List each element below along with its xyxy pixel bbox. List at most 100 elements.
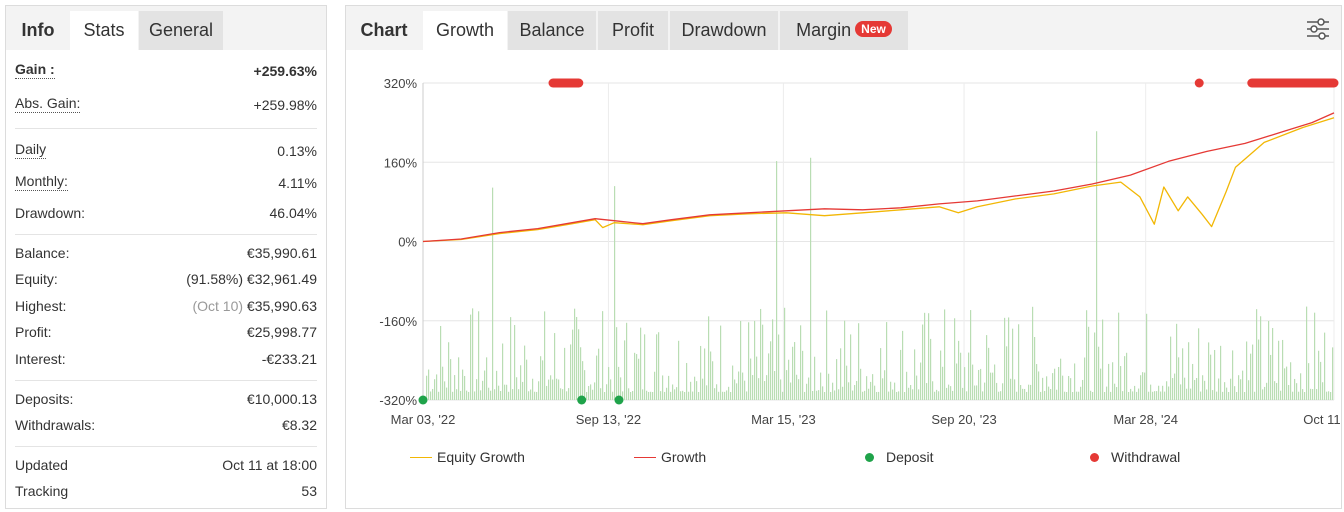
volume-bar [1002,383,1004,400]
volume-bar [1204,380,1206,400]
stat-withdrawals: Withdrawals: €8.32 [15,414,317,436]
volume-bar [1164,391,1166,400]
volume-bar [738,371,740,400]
volume-bar [628,388,630,400]
volume-bar [1260,316,1262,400]
legend-withdrawal[interactable]: Withdrawal [1090,447,1210,467]
volume-bar [760,308,762,400]
tab-general[interactable]: General [139,11,223,50]
volume-bar [1290,362,1292,400]
volume-bar [692,391,694,400]
volume-bar [1216,391,1218,400]
volume-bar [598,348,600,400]
volume-bar [1110,391,1112,400]
volume-bar [1194,380,1196,400]
tab-info[interactable]: Info [21,20,55,40]
volume-bar [770,341,772,400]
volume-bar [1152,391,1154,400]
volume-bar [686,362,688,400]
volume-bar [652,391,654,400]
stat-label[interactable]: Daily [15,141,47,159]
volume-bar [1316,389,1318,400]
volume-bar [562,389,564,400]
volume-bar [1080,386,1082,400]
volume-bar [610,379,612,400]
volume-bar [1092,391,1094,400]
volume-bar [966,391,968,400]
volume-bar [952,390,954,400]
stat-tracking: Tracking 53 [15,480,317,502]
legend-equity-growth[interactable]: Equity Growth [410,447,560,467]
tab-chart[interactable]: Chart [360,20,408,40]
stat-label[interactable]: Monthly: [15,173,68,191]
volume-bar [464,375,466,400]
volume-bar [640,327,642,400]
volume-bar [1050,388,1052,400]
legend-label: Equity Growth [437,449,525,465]
volume-bar [1046,376,1048,400]
volume-bar [1114,383,1116,400]
stat-value: 0.13% [277,143,317,159]
stat-value-group: (Oct 10) €35,990.63 [192,295,317,317]
volume-bar [1242,370,1244,400]
volume-bar [432,388,434,400]
volume-bar [852,390,854,400]
volume-bar [1328,391,1330,400]
x-tick-label: Mar 03, '22 [391,412,456,427]
volume-bar [456,389,458,400]
volume-bar [1298,391,1300,400]
volume-bar [1206,389,1208,400]
volume-bar [1256,309,1258,400]
volume-bar [1098,346,1100,400]
tab-margin[interactable]: Margin New [780,11,908,50]
volume-bar [538,381,540,400]
volume-bar [716,384,718,400]
volume-bar [632,390,634,400]
stat-gain: Gain : +259.63% [15,60,317,82]
volume-bar [800,325,802,400]
volume-bar [688,391,690,400]
growth-chart[interactable]: 320% 160% 0% -160% -320% Mar 03, '22 Sep 13, '… [346,6,1341,508]
volume-bar [534,391,536,400]
volume-bar [740,320,742,400]
volume-bar [1196,378,1198,400]
tab-growth[interactable]: Growth [423,11,507,50]
volume-bar [1214,349,1216,400]
volume-bar [710,351,712,400]
withdrawal-marker [1194,78,1204,88]
volume-bar [580,347,582,400]
legend-deposit[interactable]: Deposit [865,447,965,467]
volume-bar [1160,391,1162,400]
volume-bar [766,375,768,400]
stat-label[interactable]: Gain : [15,61,55,79]
volume-bar [592,389,594,400]
volume-bar [822,386,824,400]
volume-bar [564,347,566,400]
volume-bar [1060,358,1062,400]
volume-bar [1022,388,1024,400]
tab-profit[interactable]: Profit [598,11,668,50]
volume-bar [510,317,512,400]
stat-value: €25,998.77 [246,324,317,340]
sliders-icon[interactable] [1305,16,1331,42]
volume-bar [1066,392,1068,400]
volume-bar [570,344,572,400]
volume-bar [606,384,608,400]
tab-balance[interactable]: Balance [508,11,596,50]
volume-bar [448,342,450,400]
volume-bar [790,382,792,400]
volume-bar [546,385,548,400]
legend-label: Growth [661,449,707,465]
volume-bar [1102,319,1104,400]
volume-bar [970,310,972,400]
volume-bar [1212,390,1214,400]
tab-drawdown[interactable]: Drawdown [670,11,778,50]
tab-stats[interactable]: Stats [70,11,138,50]
volume-bar [1288,384,1290,400]
stat-label[interactable]: Abs. Gain: [15,95,81,113]
legend-growth[interactable]: Growth [634,447,754,467]
stat-value: €10,000.13 [246,391,317,407]
volume-bar [1158,385,1160,400]
volume-bar [428,369,430,400]
volume-bar [602,311,604,400]
